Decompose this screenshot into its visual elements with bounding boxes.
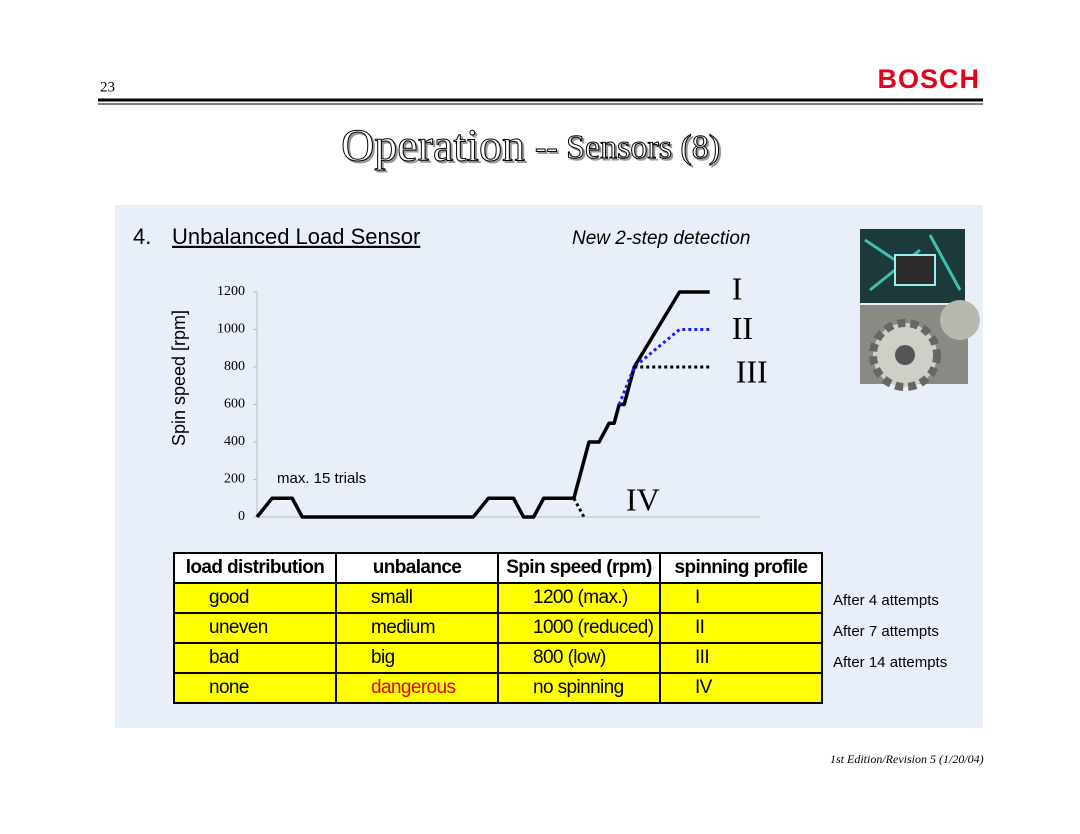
y-tick-label: 200 (224, 472, 245, 487)
page-number: 23 (100, 79, 115, 95)
table-cell: uneven (173, 612, 337, 644)
series-label: II (732, 310, 753, 346)
footer: 1st Edition/Revision 5 (1/20/04) (830, 752, 984, 766)
y-tick-label: 600 (224, 397, 245, 412)
note: After 4 attempts (833, 592, 939, 609)
table-cell: II (659, 612, 823, 644)
table-cell: I (659, 582, 823, 614)
table-cell: no spinning (497, 672, 661, 704)
table-cell: dangerous (335, 672, 499, 704)
table-row: none dangerous no spinning IV (173, 672, 823, 704)
table-cell: 800 (low) (497, 642, 661, 674)
table-cell: medium (335, 612, 499, 644)
profile-table: load distribution unbalance Spin speed (rp… (173, 552, 823, 704)
chip-image (860, 229, 965, 303)
table-cell: unbalance (335, 552, 499, 584)
annotation: max. 15 trials (277, 470, 366, 487)
table-cell: small (335, 582, 499, 614)
note: After 14 attempts (833, 654, 948, 671)
y-tick-label: 0 (238, 509, 245, 524)
table-row: good small 1200 (max.) I (173, 582, 823, 614)
section-number: 4. (133, 224, 151, 249)
y-tick-label: 1000 (217, 322, 245, 337)
table-cell: 1000 (reduced) (497, 612, 661, 644)
logo: BOSCH (877, 64, 980, 94)
table-row: bad big 800 (low) III (173, 642, 823, 674)
table-cell: big (335, 642, 499, 674)
table-cell: IV (659, 672, 823, 704)
series-label: III (736, 353, 768, 389)
note: After 7 attempts (833, 623, 939, 640)
table-cell: spinning profile (659, 552, 823, 584)
table-cell: bad (173, 642, 337, 674)
title: -- Sensors (8) (535, 129, 720, 166)
y-tick-label: 400 (224, 434, 245, 449)
table-cell: good (173, 582, 337, 614)
y-tick-label: 800 (224, 359, 245, 374)
series-label: IV (626, 482, 660, 518)
series-label: I (732, 270, 743, 306)
table-cell: load distribution (173, 552, 337, 584)
table-cell: none (173, 672, 337, 704)
section-heading: Unbalanced Load Sensor (172, 224, 420, 249)
series-line (255, 290, 710, 519)
table-cell: 1200 (max.) (497, 582, 661, 614)
title: Operation (341, 120, 525, 171)
subheading: New 2-step detection (572, 228, 751, 249)
gears-image (860, 300, 980, 391)
table-header: load distribution unbalance Spin speed (rp… (173, 552, 823, 584)
series-line (617, 328, 710, 406)
y-axis-label: Spin speed [rpm] (169, 310, 189, 446)
table-cell: III (659, 642, 823, 674)
y-tick-label: 1200 (217, 284, 245, 299)
table-row: uneven medium 1000 (reduced) II (173, 612, 823, 644)
table-cell: Spin speed (rpm) (497, 552, 661, 584)
